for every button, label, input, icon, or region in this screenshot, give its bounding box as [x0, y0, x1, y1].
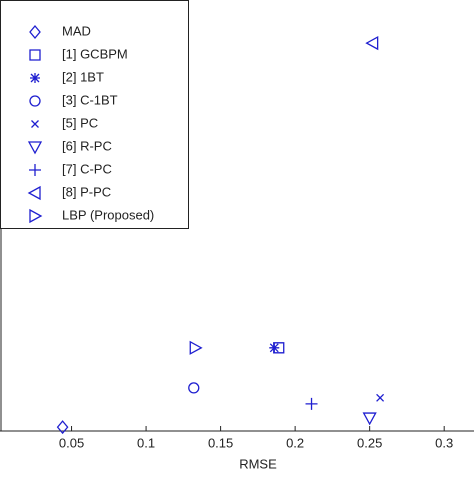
legend-marker	[29, 164, 41, 176]
legend-label: MAD	[62, 23, 91, 38]
legend-label: [1] GCBPM	[62, 46, 128, 61]
point	[189, 340, 203, 355]
legend-marker	[29, 49, 41, 61]
x-tick-label: 0.15	[208, 435, 233, 450]
point	[362, 412, 377, 426]
point	[376, 393, 385, 402]
legend-label: [8] P-PC	[62, 184, 111, 199]
legend-label: LBP (Proposed)	[62, 207, 154, 222]
x-axis-label: RMSE	[239, 456, 277, 471]
x-tick-label: 0.1	[137, 435, 155, 450]
x-tick-label: 0.2	[286, 435, 304, 450]
legend-marker	[29, 95, 41, 107]
x-tick-label: 0.3	[435, 435, 453, 450]
legend-label: [2] 1BT	[62, 69, 104, 84]
point	[305, 397, 318, 410]
legend-marker	[29, 24, 41, 40]
legend-label: [3] C-1BT	[62, 92, 118, 107]
legend-label: [7] C-PC	[62, 161, 112, 176]
x-tick-label: 0.25	[357, 435, 382, 450]
legend-label: [6] R-PC	[62, 138, 112, 153]
point	[269, 342, 280, 353]
legend-marker	[29, 208, 43, 224]
point	[56, 420, 69, 435]
point	[188, 382, 200, 394]
legend-marker	[30, 73, 40, 83]
legend-box	[0, 0, 189, 229]
point	[365, 36, 379, 51]
legend-marker	[27, 185, 41, 201]
legend-label: [5] PC	[62, 115, 98, 130]
x-tick-label: 0.05	[59, 435, 84, 450]
legend-marker	[31, 120, 39, 128]
legend-marker	[27, 141, 43, 155]
